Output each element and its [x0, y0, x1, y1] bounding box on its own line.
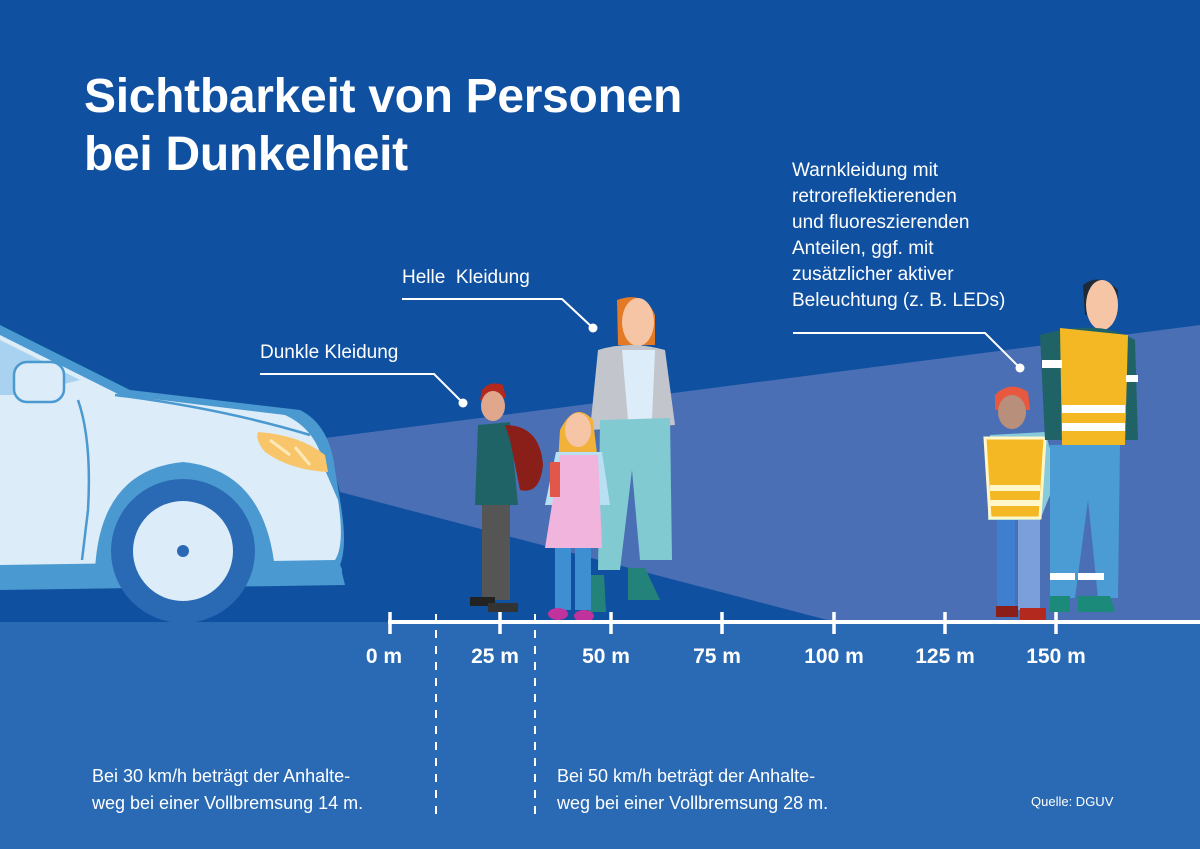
- car-illustration: [0, 325, 345, 623]
- source-credit: Quelle: DGUV: [1031, 794, 1114, 809]
- tick-label-75m: 75 m: [693, 645, 741, 668]
- tick-label-25m: 25 m: [471, 645, 519, 668]
- note-line: Bei 50 km/h beträgt der Anhalte-: [557, 766, 816, 786]
- person-man-warning-vest: [1040, 279, 1138, 612]
- tick-label-50m: 50 m: [582, 645, 630, 668]
- warning-line: und fluoreszierenden: [792, 212, 970, 233]
- label-dark-clothing: Dunkle Kleidung: [260, 342, 399, 363]
- mirror-icon: [12, 360, 66, 404]
- note-line: Bei 30 km/h beträgt der Anhalte-: [92, 766, 351, 786]
- tick-label-100m: 100 m: [804, 645, 864, 668]
- note-50kmh: Bei 50 km/h beträgt der Anhalte- weg bei…: [557, 763, 828, 817]
- title-line-2: bei Dunkelheit: [84, 128, 408, 181]
- note-line: weg bei einer Vollbremsung 14 m.: [92, 793, 364, 813]
- callout-warning: [793, 332, 1021, 369]
- note-30kmh: Bei 30 km/h beträgt der Anhalte- weg bei…: [92, 763, 363, 817]
- label-warning-clothing: Warnkleidung mit retroreflektierenden un…: [792, 158, 1005, 314]
- warning-line: zusätzlicher aktiver: [792, 264, 954, 285]
- callout-dark: [260, 373, 464, 404]
- person-boy-dark-clothing: [470, 383, 543, 612]
- person-girl: [545, 412, 610, 622]
- person-child-warning-vest: [983, 386, 1058, 620]
- title-line-1: Sichtbarkeit von Personen: [84, 70, 683, 123]
- headlight-beam: [325, 325, 1200, 622]
- warning-line: Warnkleidung mit: [792, 160, 939, 181]
- callout-bright: [402, 298, 594, 329]
- ground: [0, 622, 1200, 849]
- warning-line: Anteilen, ggf. mit: [792, 238, 934, 259]
- tick-label-150m: 150 m: [1026, 645, 1086, 668]
- note-line: weg bei einer Vollbremsung 28 m.: [557, 793, 829, 813]
- warning-line: retroreflektierenden: [792, 186, 957, 207]
- tick-label-125m: 125 m: [915, 645, 975, 668]
- page-title: Sichtbarkeit von Personen bei Dunkelheit: [84, 68, 682, 184]
- person-woman-bright-clothing: [588, 297, 675, 612]
- axis-ticks: [388, 612, 1058, 634]
- label-bright-clothing: Helle Kleidung: [402, 267, 530, 288]
- tick-label-0m: 0 m: [365, 645, 403, 668]
- warning-line: Beleuchtung (z. B. LEDs): [792, 290, 1006, 311]
